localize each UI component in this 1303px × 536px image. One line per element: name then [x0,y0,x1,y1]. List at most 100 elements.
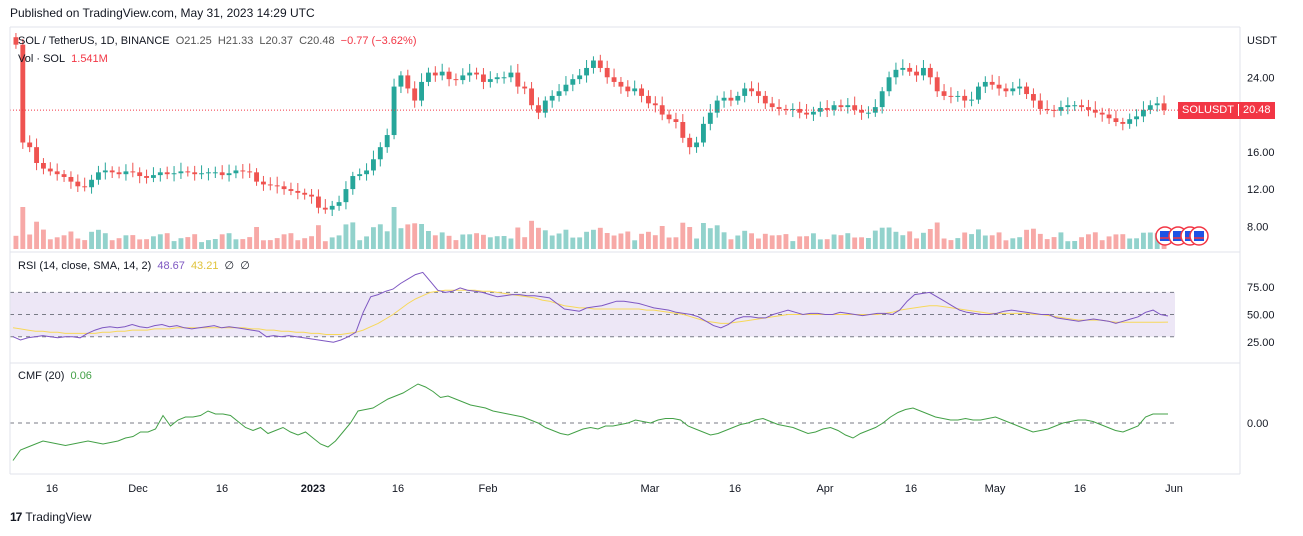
candle-body [460,75,466,81]
candle-body [82,186,88,188]
candle [151,167,156,183]
candle-body [1127,119,1133,124]
candle [1147,100,1153,115]
candle [1127,113,1133,129]
candle-body [54,171,60,175]
candle [68,171,74,189]
volume-bar [618,233,624,249]
volume-bar [1120,234,1126,249]
volume-bar [41,229,46,249]
candle-body [391,86,397,136]
volume-bar [515,227,521,249]
candle-body [921,67,926,76]
volume-bar [1079,237,1084,249]
candle [494,73,500,84]
candle-body [144,176,149,178]
volume-bar [34,221,39,249]
rsi-sma-line [12,289,1169,335]
candle [611,68,617,87]
cmf-legend[interactable]: CMF (20) 0.06 [18,370,95,382]
candle-body [893,69,899,78]
symbol-legend[interactable]: SOL / TetherUS, 1D, BINANCE O21.25 H21.3… [18,35,420,47]
tradingview-brand[interactable]: 17 TradingView [10,510,91,524]
candle [377,142,383,167]
volume-legend[interactable]: Vol · SOL 1.541M [18,53,111,65]
candle-body [288,189,294,191]
volume-bar [316,225,321,249]
candle [288,182,294,196]
volume-bar [522,237,528,249]
candle [371,150,376,176]
candle [584,60,589,83]
candle [728,89,734,107]
candle-body [254,172,259,182]
tradingview-logo-icon: 17 [10,510,22,524]
candle [1134,109,1139,127]
volume-bar [254,227,259,249]
rsi-value: 48.67 [157,260,185,272]
volume-bar [907,231,913,249]
candle [549,90,555,108]
volume-bar [694,238,699,249]
candle-body [1113,118,1119,122]
candle [515,63,521,94]
candle-body [604,67,610,78]
rsi-legend[interactable]: RSI (14, close, SMA, 14, 2) 48.67 43.21 … [18,259,253,272]
candle-body [721,97,727,101]
volume-bar [886,227,892,249]
volume-bar [1017,237,1023,249]
candle-body [659,105,665,115]
candle-body [206,172,211,174]
volume-bar [1024,229,1029,249]
volume-bar [652,235,658,249]
candle [295,183,301,200]
candle [329,200,335,217]
candle [185,166,191,177]
candle-body [969,99,974,101]
candle [1044,100,1050,115]
candle-body [302,192,308,195]
volume-bar [714,225,720,249]
candle-body [1147,105,1153,110]
candle [969,91,974,107]
volume-bar [1058,232,1064,249]
volume-bar [185,237,191,249]
candle-body [267,184,273,186]
candle-body [1106,114,1112,119]
volume-bar [934,222,940,249]
event-flag-icon [1189,226,1209,246]
candle [1154,96,1160,112]
candle [192,165,198,181]
candle-body [776,107,782,109]
volume-bar [426,231,431,249]
candle-body [522,86,528,89]
volume-bar [597,227,603,249]
candle-body [89,179,94,188]
candle [426,67,431,87]
volume-bar [494,236,500,249]
candle-body [322,207,328,210]
candle-body [646,95,651,104]
rsi-band [10,292,1175,337]
volume-bar [432,235,438,249]
candle [536,97,541,120]
volume-bar [632,240,638,249]
candle [687,133,693,155]
candle-body [151,175,156,178]
volume-bar [1003,240,1009,249]
candle [343,181,349,210]
candle [852,96,858,115]
candle-body [680,122,686,138]
candle [811,106,816,121]
volume-bar [701,223,706,249]
candle-body [75,181,81,187]
candle [804,104,809,119]
volume-bar [742,230,748,249]
volume-bar [47,239,53,249]
candle [460,68,466,85]
price-axis-unit: USDT [1247,35,1277,47]
candle [398,71,404,94]
candle-body [831,105,837,110]
candle [824,100,830,118]
